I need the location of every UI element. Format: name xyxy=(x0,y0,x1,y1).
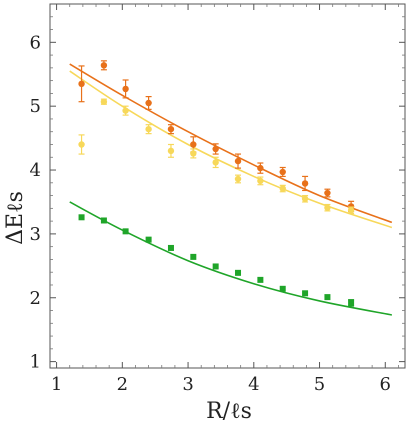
data-point-2 xyxy=(235,269,242,276)
plot-border xyxy=(49,3,406,369)
data-point-0 xyxy=(301,180,309,187)
data-point-0 xyxy=(122,85,129,93)
data-point-2 xyxy=(190,253,197,260)
data-point-2 xyxy=(348,299,355,306)
data-point-0 xyxy=(145,99,152,107)
data-point-2 xyxy=(302,290,309,297)
data-point-0 xyxy=(190,141,197,148)
data-point-0 xyxy=(212,145,219,153)
data-point-0 xyxy=(100,62,108,69)
data-point-1 xyxy=(324,204,331,211)
data-point-0 xyxy=(78,80,85,88)
x-tick-label: 3 xyxy=(182,374,193,395)
data-point-1 xyxy=(190,150,197,157)
x-axis-label: R/ℓs xyxy=(206,399,252,424)
data-point-2 xyxy=(324,294,331,301)
y-tick-label: 4 xyxy=(30,160,41,181)
data-point-1 xyxy=(301,195,309,202)
data-point-0 xyxy=(167,125,175,133)
y-axis-label: ΔEℓs xyxy=(3,191,28,245)
data-point-1 xyxy=(122,107,129,114)
x-tick-label: 4 xyxy=(248,374,259,395)
x-tick-label: 2 xyxy=(117,374,128,395)
y-tick-label: 6 xyxy=(30,32,41,53)
data-point-1 xyxy=(78,141,85,148)
fit-curve-2 xyxy=(69,201,393,316)
data-point-1 xyxy=(234,175,242,183)
data-point-1 xyxy=(279,185,286,192)
data-point-2 xyxy=(257,276,264,283)
y-tick-label: 5 xyxy=(30,96,41,117)
x-tick-label: 1 xyxy=(51,374,62,395)
data-point-1 xyxy=(100,98,108,105)
data-point-1 xyxy=(257,177,264,185)
data-point-1 xyxy=(347,207,355,214)
data-point-2 xyxy=(145,236,152,243)
data-point-2 xyxy=(78,214,85,221)
data-points xyxy=(78,60,355,307)
plot-frame xyxy=(49,3,406,369)
y-tick-label: 3 xyxy=(30,224,41,245)
data-point-2 xyxy=(167,244,174,251)
y-tick-label: 1 xyxy=(30,352,41,373)
data-point-1 xyxy=(212,159,219,166)
data-point-2 xyxy=(279,285,286,292)
fit-curve-0 xyxy=(69,63,393,224)
axis-ticks: 1 2 3 4 5 6 1 2 3 4 5 6 xyxy=(30,4,405,395)
data-point-0 xyxy=(279,168,286,176)
data-point-1 xyxy=(167,147,175,155)
data-point-2 xyxy=(122,228,129,235)
data-point-0 xyxy=(324,189,331,197)
data-point-2 xyxy=(212,263,219,270)
x-tick-label: 6 xyxy=(380,374,391,395)
data-point-0 xyxy=(257,164,264,172)
x-tick-label: 5 xyxy=(314,374,325,395)
fit-curve-1 xyxy=(69,70,393,229)
y-tick-label: 2 xyxy=(30,288,41,309)
data-point-1 xyxy=(145,125,152,133)
data-point-0 xyxy=(234,157,242,165)
fit-curves xyxy=(69,63,393,316)
data-point-2 xyxy=(100,217,107,224)
